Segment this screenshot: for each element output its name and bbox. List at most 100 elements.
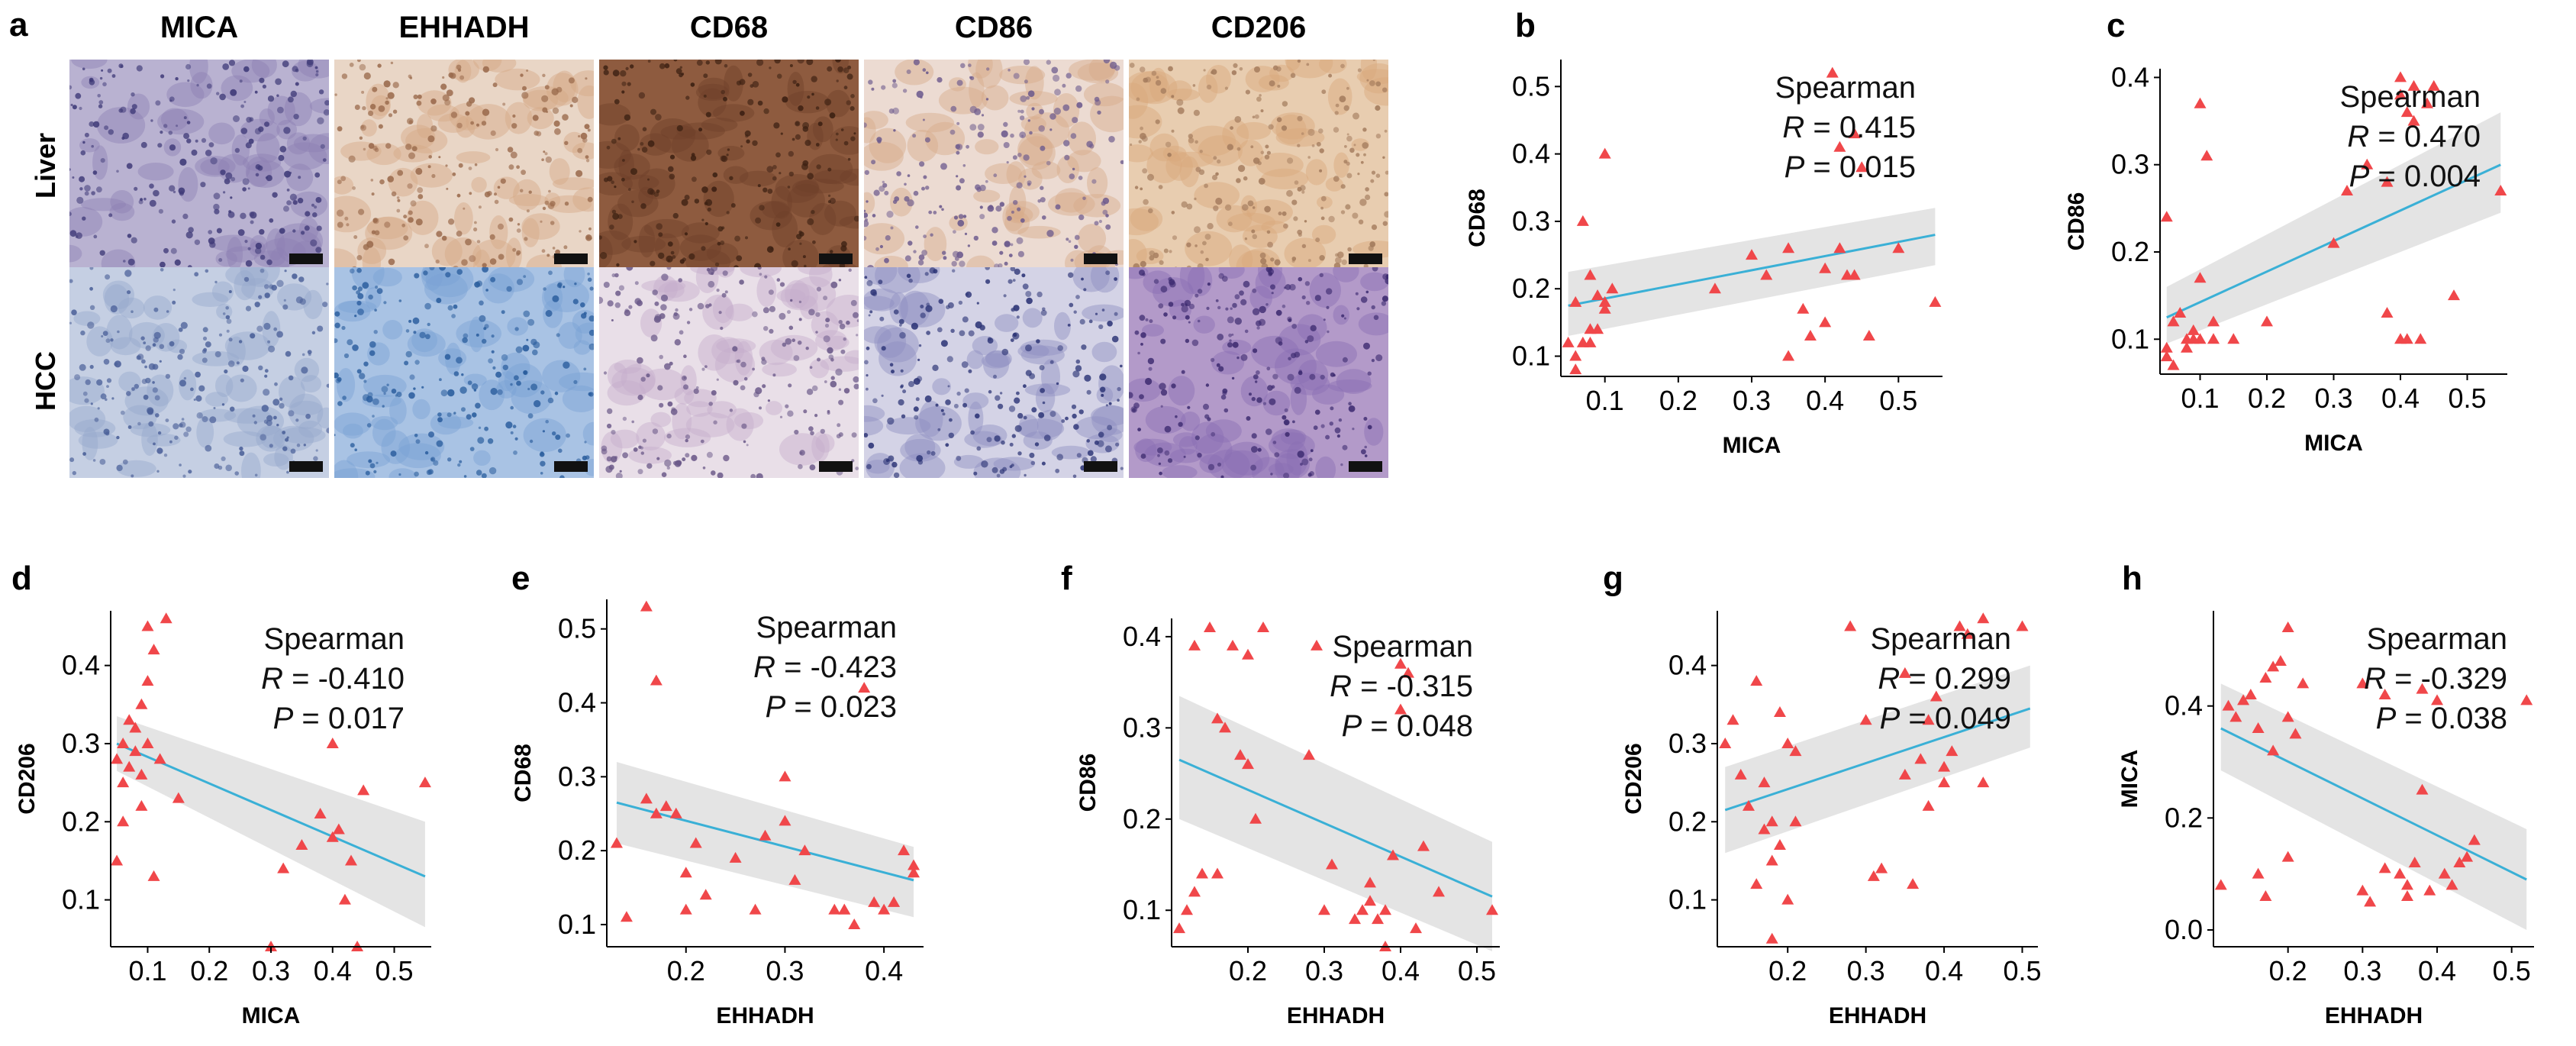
data-point bbox=[2160, 350, 2173, 362]
data-point bbox=[1584, 336, 1597, 347]
data-point bbox=[141, 620, 154, 631]
data-point bbox=[2400, 106, 2413, 118]
data-point bbox=[858, 682, 871, 693]
y-tick-label: 0.1 bbox=[1123, 894, 1161, 925]
data-point bbox=[2438, 867, 2451, 879]
x-tick-label: 0.1 bbox=[1586, 385, 1624, 416]
regression-line bbox=[616, 801, 914, 882]
stats-p: P = 0.048 bbox=[1342, 709, 1473, 743]
x-axis-label: EHHADH bbox=[1287, 1003, 1385, 1028]
x-tick-label: 0.2 bbox=[190, 955, 228, 986]
x-tick-label: 0.3 bbox=[1847, 955, 1885, 986]
data-point bbox=[2261, 315, 2273, 327]
data-point bbox=[117, 776, 130, 788]
data-point bbox=[2400, 333, 2413, 344]
x-tick-label: 0.4 bbox=[1806, 385, 1844, 416]
x-tick-label: 0.2 bbox=[1229, 955, 1267, 986]
data-point bbox=[1242, 758, 1254, 770]
micrograph-liver-cd86 bbox=[864, 60, 1124, 270]
y-tick-label: 0.1 bbox=[62, 884, 100, 915]
scale-bar bbox=[1084, 253, 1117, 264]
y-tick-label: 0.0 bbox=[2165, 914, 2203, 945]
y-tick-label: 0.1 bbox=[1512, 341, 1550, 372]
data-point bbox=[2327, 237, 2340, 248]
scale-bar bbox=[289, 461, 323, 472]
y-tick-label: 0.2 bbox=[2165, 802, 2203, 833]
x-tick-label: 0.1 bbox=[2181, 383, 2219, 414]
x-axis-label: MICA bbox=[2304, 431, 2363, 456]
data-point bbox=[1848, 128, 1861, 139]
stats-p: P = 0.023 bbox=[766, 690, 897, 724]
data-point bbox=[1249, 812, 1262, 824]
data-point bbox=[1227, 639, 1239, 651]
row-label-hcc: HCC bbox=[30, 351, 61, 411]
micrograph-hcc-cd206 bbox=[1129, 267, 1388, 478]
data-point bbox=[2341, 185, 2353, 195]
data-point bbox=[326, 737, 339, 748]
data-point bbox=[1598, 302, 1611, 314]
data-point bbox=[620, 911, 633, 922]
scale-bar bbox=[819, 461, 853, 472]
data-point bbox=[679, 903, 692, 915]
data-point bbox=[1875, 862, 1888, 873]
data-point bbox=[135, 799, 148, 811]
data-point bbox=[848, 918, 861, 929]
y-axis-label: MICA bbox=[2117, 750, 2142, 809]
micrograph-hcc-mica bbox=[69, 267, 329, 478]
data-point bbox=[2416, 783, 2429, 795]
confidence-band bbox=[2166, 112, 2501, 344]
y-tick-label: 0.4 bbox=[1123, 621, 1161, 652]
data-point bbox=[1977, 612, 1990, 624]
data-point bbox=[828, 903, 841, 915]
data-point bbox=[129, 745, 142, 757]
data-point bbox=[1606, 282, 1619, 294]
data-point bbox=[123, 714, 136, 725]
panel-g-letter: g bbox=[1603, 560, 1623, 597]
data-point bbox=[135, 698, 148, 709]
micrograph-hcc-cd68 bbox=[599, 267, 859, 478]
data-point bbox=[1584, 323, 1597, 334]
data-point bbox=[2394, 89, 2407, 100]
data-point bbox=[2281, 621, 2294, 632]
data-point bbox=[2214, 879, 2227, 890]
y-tick-label: 0.2 bbox=[2111, 236, 2149, 267]
data-point bbox=[1833, 140, 1846, 152]
data-point bbox=[345, 854, 357, 866]
stats-method: Spearman bbox=[2366, 622, 2507, 656]
stats-p: P = 0.038 bbox=[2376, 702, 2507, 735]
data-point bbox=[2229, 711, 2242, 722]
x-axis-label: EHHADH bbox=[716, 1003, 814, 1028]
data-point bbox=[1922, 714, 1935, 725]
x-tick-label: 0.2 bbox=[1768, 955, 1807, 986]
x-tick-label: 0.4 bbox=[1381, 955, 1420, 986]
regression-line bbox=[1724, 707, 2031, 812]
y-tick-label: 0.3 bbox=[2111, 149, 2149, 180]
data-point bbox=[1946, 745, 1959, 757]
data-point bbox=[2174, 307, 2187, 318]
y-tick-label: 0.4 bbox=[2165, 690, 2203, 722]
data-point bbox=[111, 854, 124, 866]
stats-r: R = -0.315 bbox=[1330, 670, 1473, 703]
micrograph-liver-mica bbox=[69, 60, 329, 270]
data-point bbox=[111, 753, 124, 764]
x-tick-label: 0.3 bbox=[252, 955, 290, 986]
data-point bbox=[147, 644, 160, 655]
x-tick-label: 0.3 bbox=[2343, 955, 2381, 986]
y-tick-label: 0.1 bbox=[1668, 884, 1707, 915]
data-point bbox=[898, 844, 911, 856]
data-point bbox=[1746, 249, 1758, 260]
regression-line bbox=[2220, 727, 2527, 881]
data-point bbox=[1394, 657, 1407, 669]
stats-p: P = 0.049 bbox=[1880, 702, 2011, 735]
data-point bbox=[1760, 269, 1773, 280]
scale-bar bbox=[819, 253, 853, 264]
data-point bbox=[172, 792, 185, 803]
data-point bbox=[1758, 776, 1771, 788]
data-point bbox=[1394, 703, 1407, 715]
data-point bbox=[2407, 115, 2420, 126]
stain-header-cd86: CD86 bbox=[954, 11, 1033, 44]
data-point bbox=[2448, 289, 2460, 301]
data-point bbox=[1765, 815, 1778, 827]
data-point bbox=[141, 737, 154, 748]
data-point bbox=[878, 903, 891, 915]
